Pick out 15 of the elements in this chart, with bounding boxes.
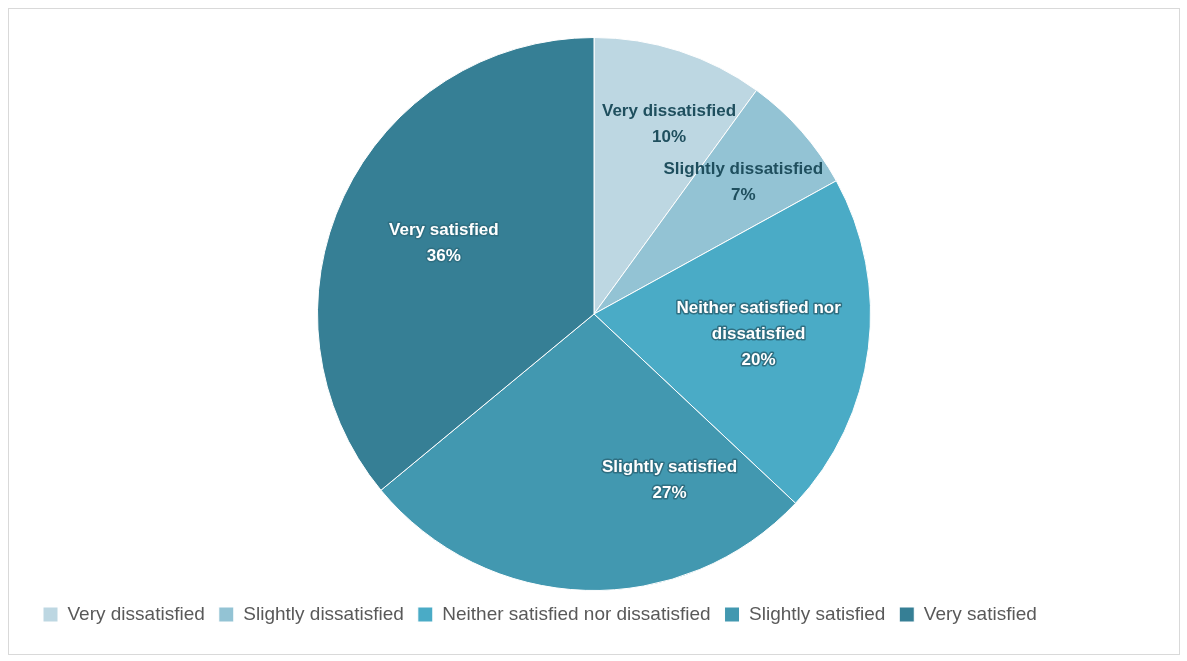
slice-label: Neither satisfied nor dissatisfied: [676, 298, 842, 344]
legend-label: Very dissatisfied: [67, 602, 205, 624]
legend-label: Very satisfied: [923, 602, 1037, 624]
data-label: 20%: [741, 350, 776, 370]
legend-label: Slightly dissatisfied: [243, 602, 404, 624]
data-label: 10%: [652, 127, 687, 147]
data-label: 27%: [652, 482, 687, 502]
slice-label: Slightly satisfied: [602, 456, 738, 476]
data-label: 7%: [731, 185, 756, 205]
slice-label: Very satisfied: [389, 220, 499, 240]
data-label: 36%: [426, 246, 461, 266]
slice-label: Slightly dissatisfied: [663, 159, 824, 179]
legend-label: Slightly satisfied: [749, 602, 886, 624]
slice-label: Very dissatisfied: [602, 101, 737, 121]
legend-label: Neither satisfied nor dissatisfied: [442, 602, 711, 624]
